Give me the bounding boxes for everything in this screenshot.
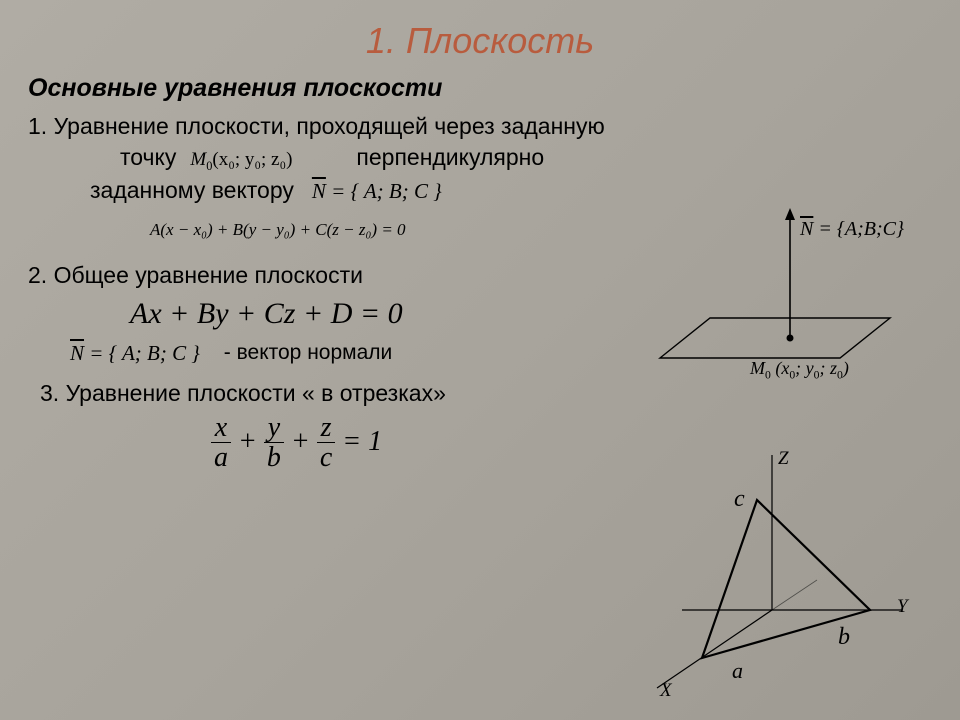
axis-Z-label: Z [778, 448, 789, 470]
diagram1-M-label: M0 (x0; y0; z0) [750, 358, 849, 382]
normal-vector-label: - вектор нормали [224, 341, 392, 365]
sec1-word-perp: перпендикулярно [356, 142, 544, 173]
diagram1-N-label: N = {A;B;C} [800, 218, 904, 241]
diagram-plane-normal: N = {A;B;C} M0 (x0; y0; z0) [640, 208, 930, 408]
diagram2-svg [602, 440, 912, 700]
axis-Y-label: Y [897, 596, 908, 618]
sec1-word-point: точку [120, 142, 176, 173]
page-title: 1. Плоскость [0, 0, 960, 68]
point-M0: M0(x₀; y₀; z₀) [190, 147, 292, 174]
section1-line2: точку M0(x₀; y₀; z₀) перпендикулярно [0, 142, 960, 174]
vector-N-def: N = { A; B; C } [312, 177, 442, 205]
point-b-label: b [838, 624, 850, 651]
vector-N-def2: N = { A; B; C } [70, 341, 200, 366]
point-a-label: a [732, 658, 743, 684]
frac-xa: x a [210, 413, 232, 473]
frac-yb: y b [263, 413, 285, 473]
frac-zc: z c [316, 413, 336, 473]
sec1-word-vector: заданному вектору [90, 175, 294, 206]
section1-line3: заданному вектору N = { A; B; C } [0, 175, 960, 206]
point-c-label: c [734, 486, 745, 513]
diagram-intercepts: Z Y X c b a [602, 440, 912, 700]
subtitle: Основные уравнения плоскости [0, 68, 960, 111]
section1-line1: 1. Уравнение плоскости, проходящей через… [0, 111, 960, 142]
axis-X-label: X [660, 680, 672, 702]
